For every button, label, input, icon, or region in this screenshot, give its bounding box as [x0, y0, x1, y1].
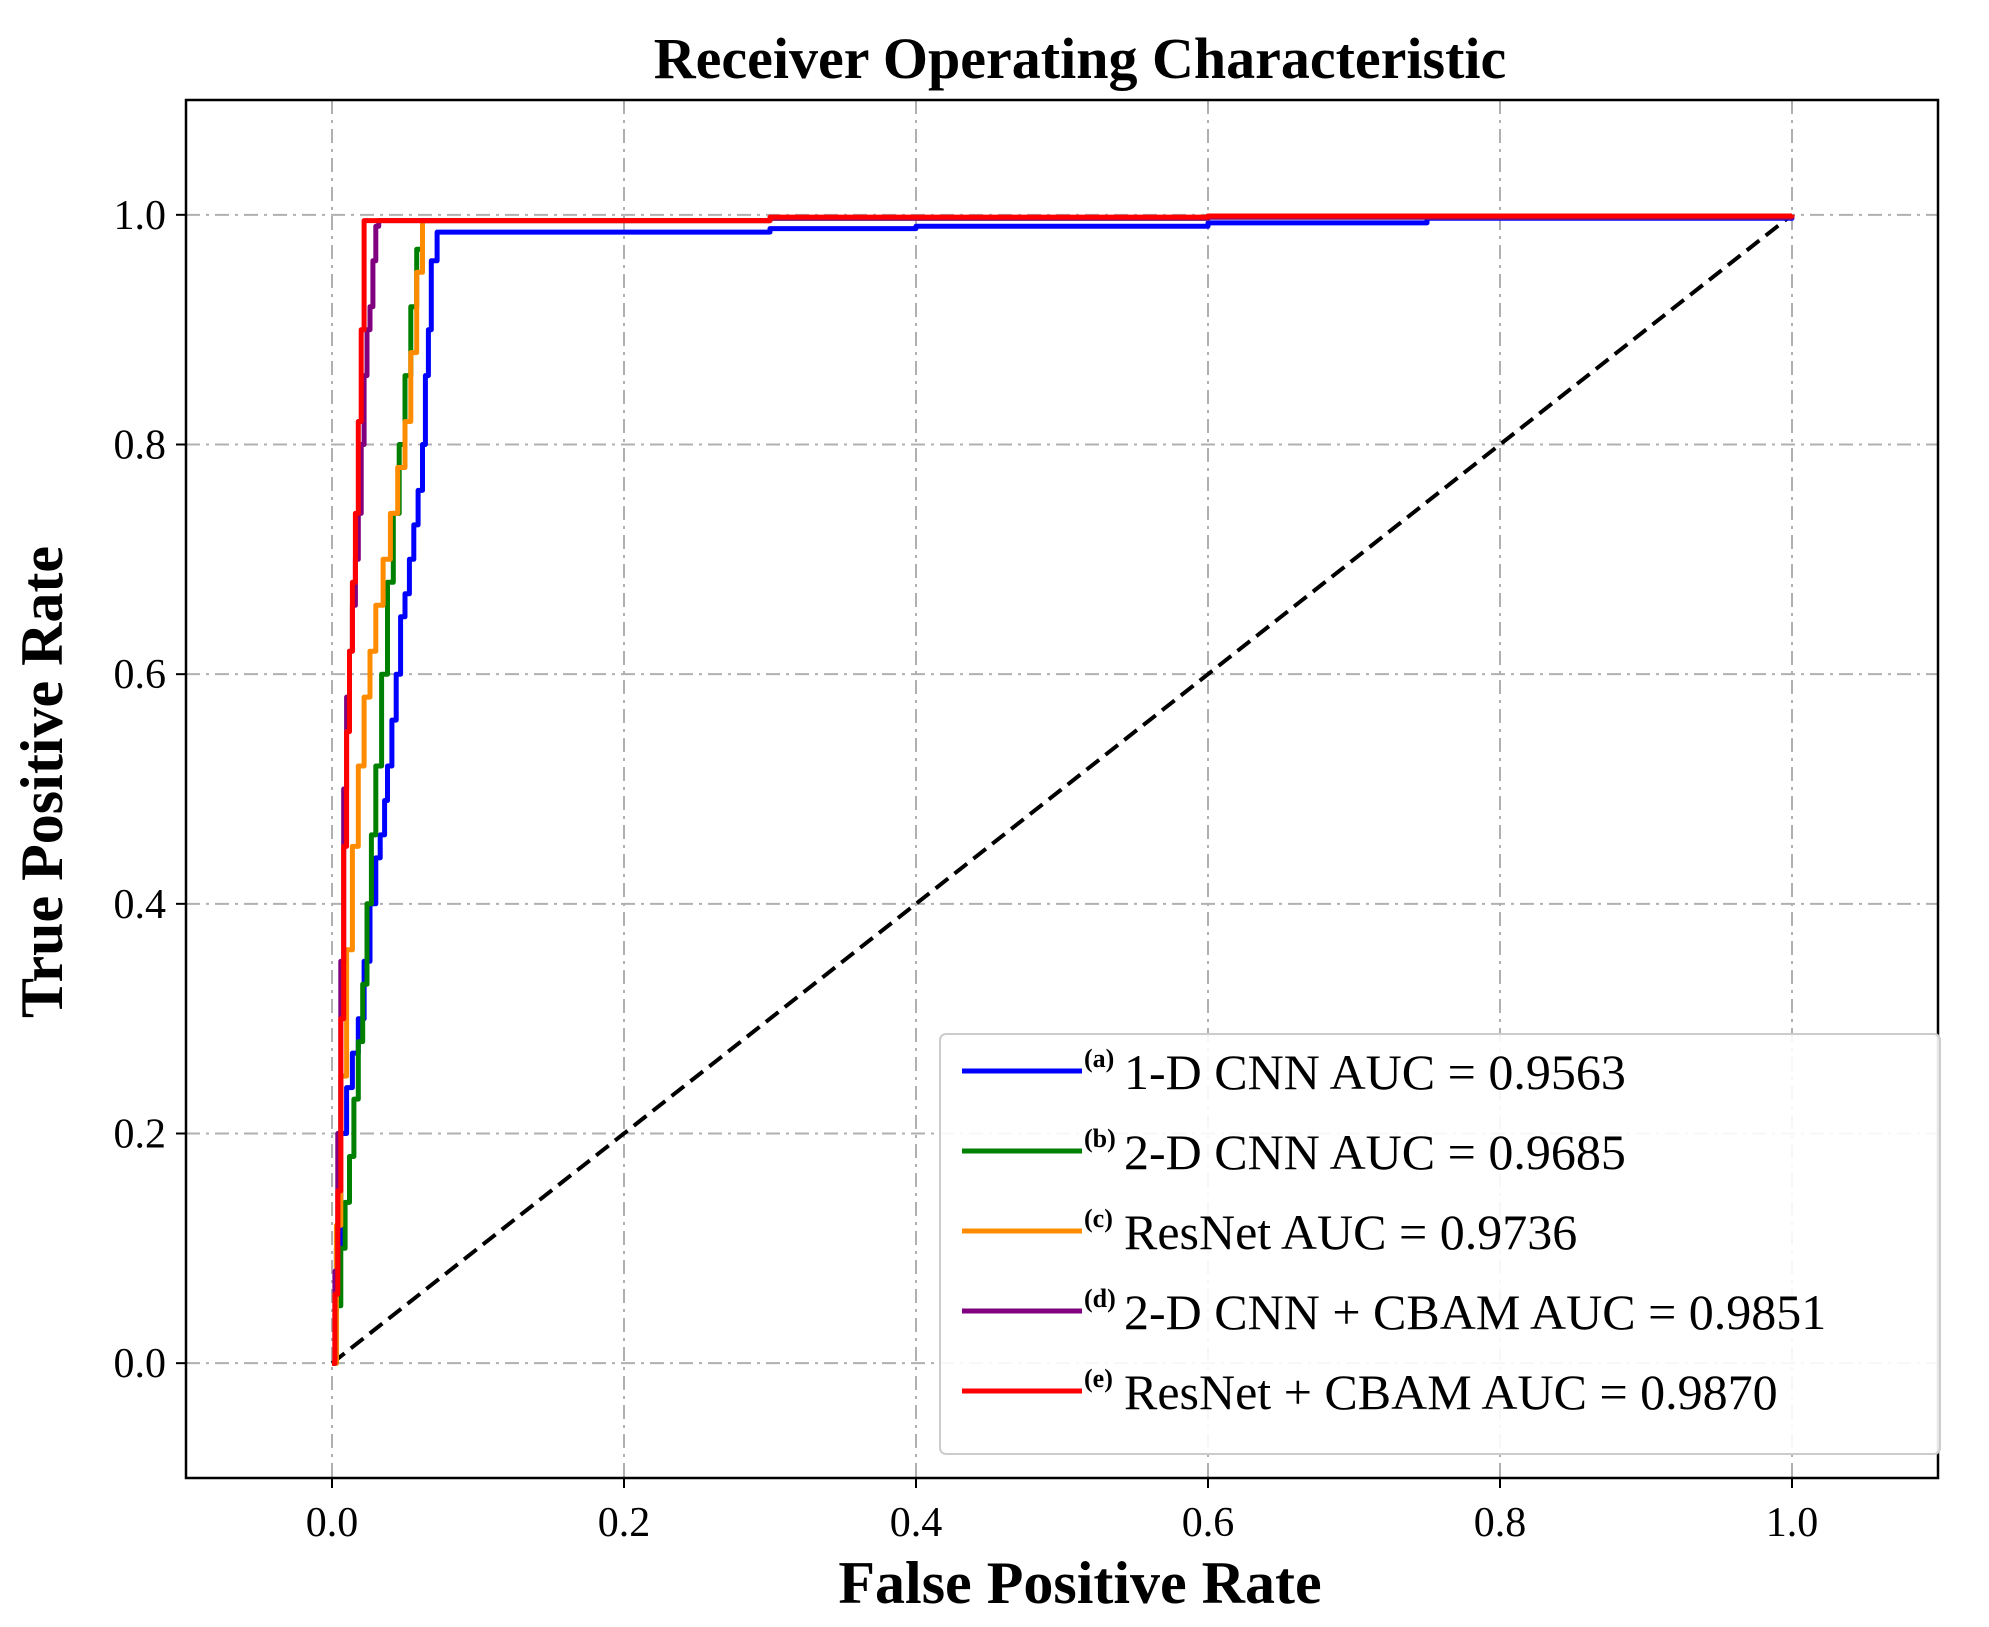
y-tick-label-4: 0.8 — [114, 423, 167, 469]
legend-marker-1: (b) — [1084, 1124, 1116, 1153]
y-tick-label-5: 1.0 — [114, 193, 167, 239]
y-axis-label: True Positive Rate — [9, 546, 75, 1018]
y-tick-label-1: 0.2 — [114, 1112, 167, 1158]
legend-marker-3: (d) — [1084, 1284, 1116, 1313]
legend-label-4: ResNet + CBAM AUC = 0.9870 — [1124, 1364, 1778, 1420]
roc-curve-4 — [332, 213, 1795, 1366]
legend-marker-2: (c) — [1084, 1204, 1113, 1233]
chance-line-group — [330, 213, 1794, 1365]
x-tick-label-4: 0.8 — [1474, 1500, 1527, 1546]
legend-label-0: 1-D CNN AUC = 0.9563 — [1124, 1044, 1626, 1100]
x-tick-label-0: 0.0 — [306, 1500, 359, 1546]
y-tick-label-0: 0.0 — [114, 1341, 167, 1387]
axis-ticks: 0.0 0.2 0.4 0.6 0.8 1.0 0.0 0.2 0.4 0.6 0.8 1.0 — [114, 193, 1819, 1546]
chart-title: Receiver Operating Characteristic — [654, 26, 1507, 91]
roc-curves — [332, 213, 1795, 1366]
legend-label-1: 2-D CNN AUC = 0.9685 — [1124, 1124, 1626, 1180]
legend: (a) 1-D CNN AUC = 0.9563 (b) 2-D CNN AUC = … — [939, 1033, 1941, 1455]
legend-marker-4: (e) — [1084, 1364, 1113, 1393]
x-axis-label: False Positive Rate — [838, 1550, 1321, 1616]
legend-label-2: ResNet AUC = 0.9736 — [1124, 1204, 1577, 1260]
x-tick-label-3: 0.6 — [1182, 1500, 1235, 1546]
x-tick-label-1: 0.2 — [598, 1500, 651, 1546]
x-tick-label-5: 1.0 — [1766, 1500, 1819, 1546]
plot-frame — [184, 98, 1940, 1480]
chance-diagonal-line — [330, 213, 1794, 1365]
grid-lines — [186, 100, 1938, 1478]
x-tick-label-2: 0.4 — [890, 1500, 943, 1546]
y-tick-label-2: 0.4 — [114, 882, 167, 928]
legend-label-3: 2-D CNN + CBAM AUC = 0.9851 — [1124, 1284, 1826, 1340]
y-tick-label-3: 0.6 — [114, 652, 167, 698]
legend-marker-0: (a) — [1084, 1044, 1114, 1073]
legend-box — [939, 1033, 1941, 1455]
